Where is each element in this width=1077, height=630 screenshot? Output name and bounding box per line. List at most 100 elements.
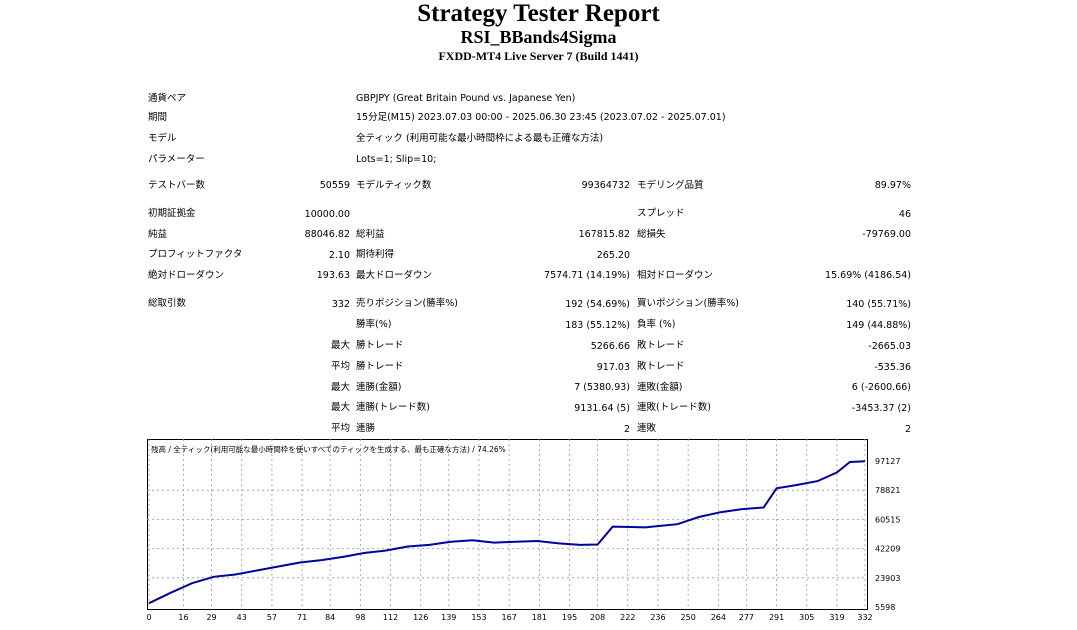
bars-value: 50559 — [319, 180, 350, 191]
x-tick-label: 250 — [681, 613, 696, 622]
short-value: 192 (54.69%) — [565, 299, 630, 310]
rel-dd-label: 相対ドローダウン — [637, 270, 714, 281]
expected-value: 265.20 — [596, 250, 630, 261]
largest-win-label: 勝トレード — [356, 340, 404, 351]
server-name: FXDD-MT4 Live Server 7 (Build 1441) — [438, 49, 639, 63]
winrate-value: 183 (55.12%) — [565, 320, 630, 331]
avg-prefix: 平均 — [330, 361, 350, 372]
abs-dd-value: 193.63 — [316, 270, 350, 281]
bars-label: テストバー数 — [148, 180, 206, 191]
lossrate-label: 負率 (%) — [637, 319, 676, 330]
gross-loss-label: 総損失 — [637, 229, 666, 240]
avg-win-value: 917.03 — [596, 362, 630, 373]
y-tick-label: 97127 — [875, 457, 900, 466]
x-tick-label: 126 — [413, 613, 428, 622]
avg-consec-win-label: 連勝 — [356, 423, 376, 434]
params-label: パラメーター — [148, 154, 205, 165]
x-tick-label: 319 — [829, 613, 844, 622]
max-consec-profit-label: 連勝(トレード数) — [356, 402, 430, 413]
y-tick-label: 78821 — [875, 486, 900, 495]
gross-profit-label: 総利益 — [356, 229, 385, 240]
long-label: 買いポジション(勝率%) — [637, 298, 739, 309]
abs-dd-label: 絶対ドローダウン — [148, 270, 225, 281]
plot-frame — [147, 439, 868, 610]
x-tick-label: 305 — [799, 613, 814, 622]
avg-loss-value: -535.36 — [874, 362, 911, 373]
x-axis-labels: 0 16 29 43 57 71 84 98 112 126 139 153 167 181 195 208 2… — [147, 613, 873, 622]
spread-label: スプレッド — [637, 208, 685, 219]
max-consec-win-value: 7 (5380.93) — [574, 382, 630, 393]
params-value: Lots=1; Slip=10; — [356, 154, 437, 165]
long-value: 140 (55.71%) — [846, 299, 911, 310]
pf-value: 2.10 — [328, 250, 350, 261]
x-tick-label: 291 — [769, 613, 784, 622]
balance-line — [148, 460, 866, 605]
expert-name: RSI_BBands4Sigma — [460, 27, 617, 47]
max-prefix: 最大 — [330, 402, 350, 413]
x-tick-label: 139 — [441, 613, 456, 622]
max-consec-loss-amt-value: -3453.37 (2) — [851, 403, 911, 414]
period-value: 15分足(M15) 2023.07.03 00:00 - 2025.06.30 … — [356, 112, 726, 123]
largest-win-value: 5266.66 — [590, 341, 630, 352]
x-tick-label: 277 — [739, 613, 754, 622]
gross-loss-value: -79769.00 — [862, 229, 911, 240]
deposit-label: 初期証拠金 — [148, 208, 196, 219]
x-tick-label: 112 — [383, 613, 398, 622]
total-trades-label: 総取引数 — [148, 298, 187, 309]
x-tick-label: 264 — [711, 613, 726, 622]
ticks-value: 99364732 — [581, 180, 630, 191]
chart-grid — [147, 439, 867, 609]
x-tick-label: 222 — [620, 613, 635, 622]
model-value: 全ティック (利用可能な最小時間枠による最も正確な方法) — [356, 133, 604, 144]
x-tick-label: 195 — [562, 613, 577, 622]
rel-dd-value: 15.69% (4186.54) — [825, 270, 911, 281]
x-tick-label: 236 — [650, 613, 665, 622]
y-axis-labels: 97127 78821 60515 42209 23903 5598 — [875, 457, 900, 612]
avg-loss-label: 敗トレード — [637, 361, 685, 372]
x-tick-label: 57 — [267, 613, 277, 622]
winrate-label: 勝率(%) — [356, 319, 392, 330]
avg-consec-loss-label: 連敗 — [637, 423, 657, 434]
period-label: 期間 — [148, 112, 168, 123]
short-label: 売りポジション(勝率%) — [356, 298, 458, 309]
x-tick-label: 208 — [590, 613, 605, 622]
pair-label: 通貨ペア — [148, 93, 187, 104]
x-tick-label: 98 — [355, 613, 365, 622]
expected-label: 期待利得 — [356, 249, 395, 260]
pf-label: プロフィットファクタ — [148, 249, 243, 260]
max-dd-value: 7574.71 (14.19%) — [544, 270, 630, 281]
chart-legend: 残高 / 全ティック(利用可能な最小時間枠を使いすべてのティックを生成する、最も… — [151, 444, 506, 454]
max-dd-label: 最大ドローダウン — [356, 270, 433, 281]
largest-loss-label: 敗トレード — [637, 340, 685, 351]
largest-loss-value: -2665.03 — [868, 341, 911, 352]
max-prefix: 最大 — [330, 382, 350, 393]
x-tick-label: 71 — [297, 613, 307, 622]
x-tick-label: 181 — [532, 613, 547, 622]
max-consec-loss-amt-label: 連敗(トレード数) — [637, 402, 711, 413]
model-label: モデル — [148, 133, 177, 144]
max-consec-loss-value: 6 (-2600.66) — [851, 382, 911, 393]
max-consec-profit-value: 9131.64 (5) — [574, 403, 630, 414]
pair-value: GBPJPY (Great Britain Pound vs. Japanese… — [356, 93, 576, 104]
avg-consec-loss-value: 2 — [904, 424, 911, 435]
lossrate-value: 149 (44.88%) — [846, 320, 911, 331]
x-tick-label: 167 — [502, 613, 517, 622]
gross-profit-value: 167815.82 — [578, 229, 630, 240]
avg-prefix: 平均 — [330, 423, 350, 434]
max-consec-win-label: 連勝(金額) — [356, 382, 402, 393]
avg-consec-win-value: 2 — [623, 424, 630, 435]
avg-win-label: 勝トレード — [356, 361, 404, 372]
y-tick-label: 42209 — [875, 545, 900, 554]
spread-value: 46 — [898, 209, 911, 220]
x-tick-label: 29 — [206, 613, 216, 622]
y-tick-label: 60515 — [875, 515, 900, 524]
x-tick-label: 332 — [857, 613, 872, 622]
balance-chart: 残高 / 全ティック(利用可能な最小時間枠を使いすべてのティックを生成する、最も… — [147, 439, 900, 622]
x-tick-label: 43 — [237, 613, 247, 622]
net-value: 88046.82 — [304, 229, 350, 240]
quality-value: 89.97% — [874, 180, 911, 191]
x-tick-label: 84 — [325, 613, 335, 622]
net-label: 純益 — [148, 229, 168, 240]
ticks-label: モデルティック数 — [356, 180, 432, 191]
max-consec-loss-label: 連敗(金額) — [637, 382, 683, 393]
